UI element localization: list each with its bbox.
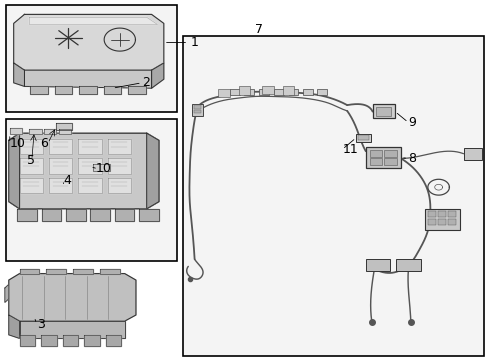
Bar: [303, 89, 312, 95]
Polygon shape: [30, 86, 48, 94]
Polygon shape: [41, 335, 57, 346]
Bar: [194, 110, 201, 113]
Polygon shape: [44, 129, 56, 134]
Bar: [395, 259, 420, 271]
Text: 5: 5: [27, 154, 35, 167]
Polygon shape: [66, 209, 85, 221]
Polygon shape: [20, 269, 39, 274]
Bar: [447, 219, 455, 225]
Polygon shape: [128, 86, 145, 94]
Text: 11: 11: [342, 143, 357, 156]
Bar: [463, 148, 481, 160]
Polygon shape: [105, 335, 121, 346]
Polygon shape: [93, 164, 110, 171]
Polygon shape: [107, 158, 131, 174]
Bar: [425, 209, 459, 230]
Polygon shape: [146, 133, 159, 209]
Bar: [372, 104, 394, 118]
Bar: [244, 89, 254, 95]
Bar: [365, 259, 389, 271]
Bar: [194, 105, 201, 109]
Bar: [192, 104, 203, 116]
Bar: [437, 211, 445, 217]
Bar: [384, 158, 396, 165]
Polygon shape: [107, 178, 131, 193]
Bar: [427, 219, 435, 225]
Bar: [218, 89, 229, 97]
Polygon shape: [20, 178, 43, 193]
Polygon shape: [100, 269, 120, 274]
Bar: [282, 86, 294, 95]
Text: 6: 6: [41, 137, 48, 150]
Polygon shape: [115, 209, 134, 221]
Polygon shape: [10, 128, 22, 134]
Bar: [259, 89, 268, 95]
Bar: [262, 86, 273, 94]
Polygon shape: [78, 158, 102, 174]
Bar: [369, 150, 382, 157]
Polygon shape: [59, 129, 71, 134]
Bar: [183, 36, 483, 356]
Polygon shape: [9, 133, 159, 209]
Text: 10: 10: [95, 162, 111, 175]
Polygon shape: [20, 139, 43, 154]
Bar: [6, 119, 177, 261]
Polygon shape: [84, 335, 100, 346]
Polygon shape: [14, 14, 163, 70]
Text: 1: 1: [190, 36, 198, 49]
Bar: [316, 89, 326, 95]
Polygon shape: [90, 209, 110, 221]
Polygon shape: [46, 269, 66, 274]
Bar: [238, 86, 250, 95]
Text: 3: 3: [37, 318, 44, 330]
Bar: [437, 219, 445, 225]
Polygon shape: [20, 321, 124, 338]
Polygon shape: [41, 209, 61, 221]
Bar: [447, 211, 455, 217]
Polygon shape: [107, 139, 131, 154]
Polygon shape: [49, 158, 72, 174]
Polygon shape: [5, 284, 9, 302]
Text: 10: 10: [10, 137, 25, 150]
Polygon shape: [9, 274, 136, 321]
Polygon shape: [9, 315, 20, 338]
Polygon shape: [62, 335, 78, 346]
Polygon shape: [151, 63, 163, 88]
Polygon shape: [139, 209, 159, 221]
Polygon shape: [20, 335, 35, 346]
Polygon shape: [49, 139, 72, 154]
Text: 7: 7: [255, 23, 263, 36]
Polygon shape: [20, 158, 43, 174]
Polygon shape: [24, 70, 151, 88]
Polygon shape: [29, 129, 41, 134]
Bar: [375, 107, 390, 116]
Polygon shape: [78, 139, 102, 154]
Polygon shape: [29, 17, 157, 24]
Bar: [427, 211, 435, 217]
Polygon shape: [49, 178, 72, 193]
Polygon shape: [73, 269, 93, 274]
Text: 9: 9: [407, 116, 415, 129]
Bar: [355, 134, 370, 142]
Text: 8: 8: [407, 152, 415, 165]
Bar: [357, 135, 368, 140]
Bar: [369, 158, 382, 165]
Polygon shape: [55, 86, 72, 94]
Text: 4: 4: [63, 174, 71, 186]
Bar: [6, 5, 177, 112]
Polygon shape: [78, 178, 102, 193]
Bar: [229, 89, 239, 95]
Polygon shape: [9, 133, 20, 209]
Polygon shape: [14, 63, 24, 86]
Bar: [384, 150, 396, 157]
Polygon shape: [79, 86, 97, 94]
Bar: [365, 147, 400, 168]
Polygon shape: [103, 86, 121, 94]
Polygon shape: [56, 123, 72, 130]
Polygon shape: [17, 209, 37, 221]
Text: 2: 2: [142, 76, 149, 89]
Bar: [288, 89, 298, 95]
Bar: [273, 89, 283, 95]
